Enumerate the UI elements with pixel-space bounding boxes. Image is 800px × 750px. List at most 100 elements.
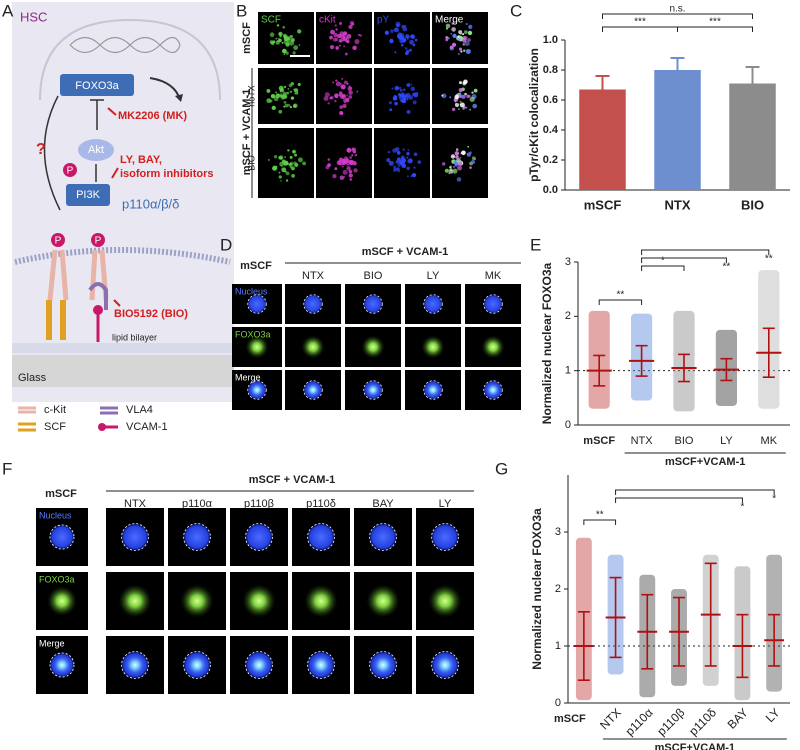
speckle [406, 98, 409, 101]
speckle [292, 51, 296, 55]
y-tick-label: 0.8 [543, 64, 558, 76]
ckit-receptors [47, 249, 109, 301]
speckle [342, 165, 344, 168]
speckle [409, 35, 413, 39]
speckle [332, 81, 335, 84]
x-tick-label: BIO [675, 435, 694, 447]
speckle [408, 48, 413, 52]
bilayer [12, 343, 234, 353]
speckle [289, 34, 293, 39]
speckle [343, 45, 346, 48]
channel-label: FOXO3a [235, 329, 271, 339]
foxo-stain [118, 584, 152, 618]
panel-label: G [495, 459, 508, 478]
outline [49, 652, 75, 678]
speckle [416, 92, 419, 94]
speckle [396, 157, 402, 163]
speckle [394, 101, 398, 106]
speckle [278, 171, 281, 174]
channel-label: Merge [235, 372, 261, 382]
speckle [278, 33, 281, 36]
ly-label: isoform inhibitors [120, 168, 214, 180]
speckle [289, 90, 293, 94]
legend-label: c-Kit [44, 404, 66, 416]
speckle [342, 34, 345, 37]
row-label: mSCF + VCAM-1 [241, 89, 253, 176]
speckle [352, 45, 357, 51]
y-tick-label: 0.2 [543, 154, 558, 166]
speckle [454, 100, 457, 103]
nucleus-stain [482, 293, 504, 315]
speckle [445, 38, 449, 42]
channel-label: Merge [435, 15, 464, 26]
significance-label: *** [634, 17, 646, 28]
speckle [457, 52, 460, 56]
foxo-stain [304, 584, 338, 618]
speckle [338, 38, 343, 43]
significance-label: * [740, 502, 744, 513]
speckle [403, 39, 406, 42]
speckle [404, 47, 408, 50]
group-header: mSCF + VCAM-1 [362, 246, 449, 258]
speckle [393, 167, 397, 172]
speckle [459, 102, 465, 108]
speckle [469, 108, 472, 111]
speckle [463, 49, 466, 52]
speckle [450, 32, 453, 35]
speckle [287, 87, 290, 90]
speckle [344, 52, 348, 56]
significance-bracket [641, 257, 727, 263]
speckle [348, 24, 353, 29]
speckle [412, 43, 416, 47]
speckle [402, 26, 408, 32]
speckle [288, 83, 293, 88]
speckle [285, 42, 290, 47]
column-label: LY [439, 498, 452, 510]
speckle [346, 163, 349, 166]
speckle [461, 94, 466, 99]
akt-label: Akt [88, 144, 104, 156]
speckle [346, 33, 352, 39]
outline [431, 651, 459, 679]
speckle [282, 25, 285, 29]
x-tick-label: NTX [665, 197, 691, 212]
nucleus-stain [244, 522, 274, 552]
speckle [343, 101, 347, 104]
column-label: LY [427, 270, 440, 282]
merge-stain [372, 654, 394, 676]
speckle [413, 152, 418, 157]
bypass-arrow [43, 95, 61, 211]
speckle [464, 92, 467, 96]
membrane [14, 247, 231, 265]
significance-label: ** [765, 254, 773, 265]
speckle [454, 163, 458, 167]
speckle [410, 83, 413, 86]
speckle [335, 46, 340, 50]
group-header: mSCF + VCAM-1 [249, 474, 336, 486]
speckle [473, 88, 478, 93]
speckle [467, 30, 473, 36]
y-axis-label: Normalized nuclear FOXO3a [540, 262, 554, 424]
speckle [450, 154, 456, 159]
column-label: p110β [244, 498, 274, 510]
speckle [466, 94, 470, 99]
speckle [402, 148, 405, 151]
speckle [287, 41, 289, 44]
speckle [294, 162, 299, 167]
vla4 [88, 282, 108, 310]
speckle [275, 37, 278, 40]
arrow-head [175, 94, 183, 102]
speckle [297, 29, 302, 34]
merge-stain [52, 655, 72, 675]
speckle [332, 174, 337, 179]
speckle [334, 167, 338, 171]
speckle [452, 165, 456, 168]
speckle [470, 160, 476, 165]
isoform-label: p110α/β/δ [122, 196, 179, 211]
speckle [324, 92, 330, 98]
speckle [354, 154, 357, 157]
speckle [459, 100, 462, 103]
speckle [298, 44, 301, 46]
speckle [330, 29, 335, 35]
column-label: MK [485, 270, 502, 282]
